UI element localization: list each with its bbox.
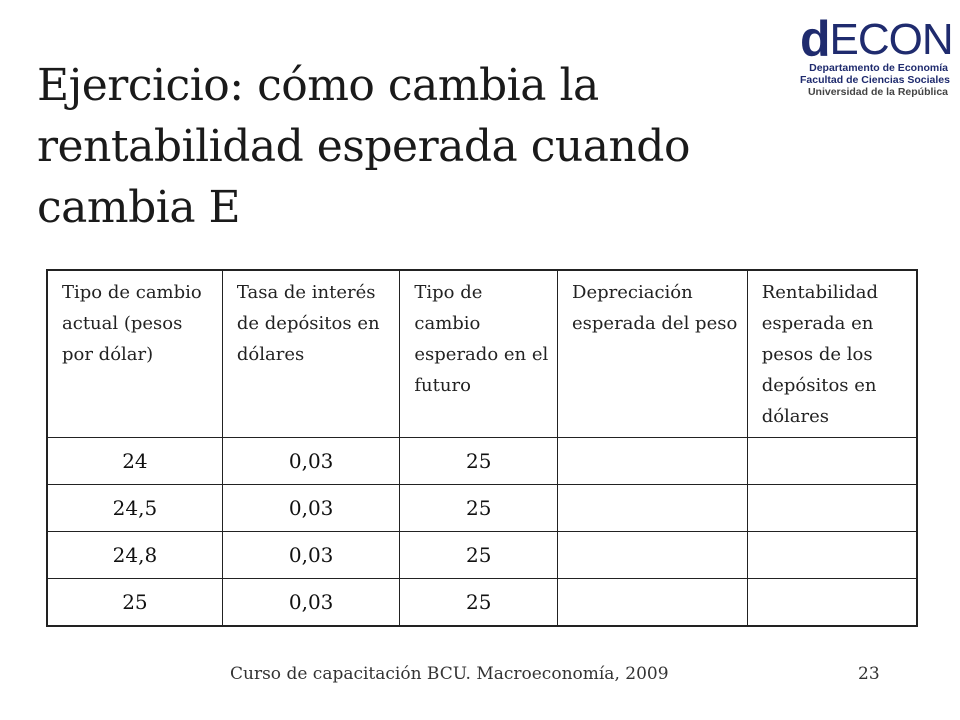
header-expected-depreciation: Depreciación esperada del peso bbox=[557, 269, 748, 438]
header-current-exchange-rate: Tipo de cambio actual (pesos por dólar) bbox=[46, 269, 223, 438]
logo-econ: ECON bbox=[829, 15, 954, 64]
table-cell bbox=[557, 531, 748, 579]
table-cell: 25 bbox=[399, 531, 559, 579]
table-cell: 0,03 bbox=[221, 531, 401, 579]
header-expected-return: Rentabilidad esperada en pesos de los de… bbox=[746, 269, 918, 438]
slide-title: Ejercicio: cómo cambia la rentabilidad e… bbox=[37, 60, 690, 233]
logo-department: Departamento de Economía bbox=[809, 62, 948, 74]
table-cell: 24,5 bbox=[46, 484, 223, 532]
decon-logo-mark: d ECON bbox=[800, 11, 954, 67]
table-cell: 25 bbox=[399, 578, 559, 627]
table-cell: 25 bbox=[46, 578, 223, 627]
table-row: 24,8 0,03 25 bbox=[46, 531, 918, 579]
logo-d: d bbox=[800, 11, 831, 67]
table-cell bbox=[746, 578, 918, 627]
table-cell bbox=[746, 437, 918, 485]
table-cell: 25 bbox=[399, 484, 559, 532]
table-row: 24,5 0,03 25 bbox=[46, 484, 918, 532]
table-cell: 0,03 bbox=[221, 437, 401, 485]
table-cell: 0,03 bbox=[221, 484, 401, 532]
table-row: 24 0,03 25 bbox=[46, 437, 918, 485]
table-cell bbox=[557, 578, 748, 627]
logo-university: Universidad de la República bbox=[807, 86, 948, 98]
header-expected-future-rate: Tipo de cambio esperado en el futuro bbox=[399, 269, 559, 438]
logo-faculty: Facultad de Ciencias Sociales bbox=[800, 74, 950, 86]
exchange-rate-table: Tipo de cambio actual (pesos por dólar) … bbox=[46, 269, 918, 627]
table-row: 25 0,03 25 bbox=[46, 578, 918, 627]
table-cell bbox=[746, 484, 918, 532]
table-cell bbox=[557, 437, 748, 485]
header-dollar-deposit-rate: Tasa de interés de depósitos en dólares bbox=[221, 269, 401, 438]
table-cell: 0,03 bbox=[221, 578, 401, 627]
table-cell bbox=[557, 484, 748, 532]
footer-course: Curso de capacitación BCU. Macroeconomía… bbox=[230, 664, 669, 684]
table-cell: 24,8 bbox=[46, 531, 223, 579]
table-cell bbox=[746, 531, 918, 579]
page-number: 23 bbox=[858, 664, 880, 684]
table-cell: 25 bbox=[399, 437, 559, 485]
table-cell: 24 bbox=[46, 437, 223, 485]
table-header-row: Tipo de cambio actual (pesos por dólar) … bbox=[46, 269, 918, 438]
decon-logo: d ECON Departamento de Economía Facultad … bbox=[800, 11, 954, 98]
